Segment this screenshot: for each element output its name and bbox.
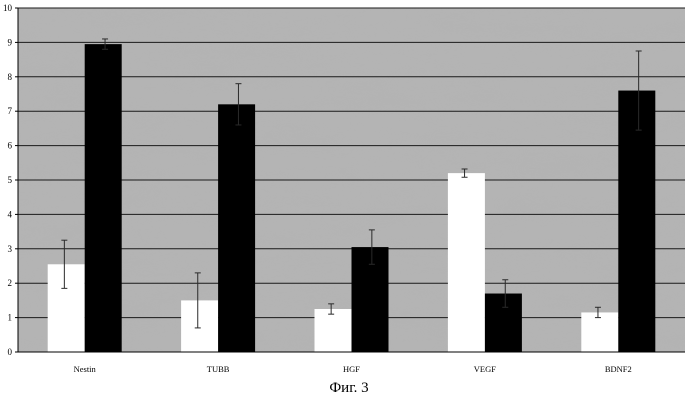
bar-light-hgf [315, 309, 352, 352]
y-tick-label: 0 [8, 347, 13, 357]
x-tick-label: HGF [343, 364, 360, 374]
bar-light-bdnf2 [581, 312, 618, 352]
bar-dark-hgf [352, 247, 389, 352]
bar-light-nestin [48, 264, 85, 352]
figure-caption: Фиг. 3 [0, 380, 698, 397]
y-tick-label: 8 [8, 72, 13, 82]
x-tick-label: VEGF [474, 364, 496, 374]
y-tick-label: 9 [8, 37, 13, 47]
x-tick-label: TUBB [207, 364, 230, 374]
x-tick-label: BDNF2 [605, 364, 632, 374]
x-tick-label: Nestin [74, 364, 97, 374]
bar-dark-tubb [218, 104, 255, 352]
bar-dark-nestin [85, 44, 122, 352]
y-tick-label: 10 [3, 3, 13, 13]
bar-light-tubb [181, 300, 218, 352]
y-tick-label: 5 [8, 175, 13, 185]
y-tick-label: 1 [8, 313, 13, 323]
y-tick-label: 3 [8, 244, 13, 254]
bar-light-vegf [448, 173, 485, 352]
y-tick-label: 7 [8, 106, 13, 116]
x-axis-labels: Nestin TUBB HGF VEGF BDNF2 [74, 364, 632, 374]
y-axis-ticks: 0 1 2 3 4 5 6 7 8 9 10 [3, 3, 18, 357]
bar-dark-vegf [485, 294, 522, 352]
y-tick-label: 4 [8, 209, 13, 219]
y-tick-label: 6 [8, 141, 13, 151]
y-tick-label: 2 [8, 278, 13, 288]
